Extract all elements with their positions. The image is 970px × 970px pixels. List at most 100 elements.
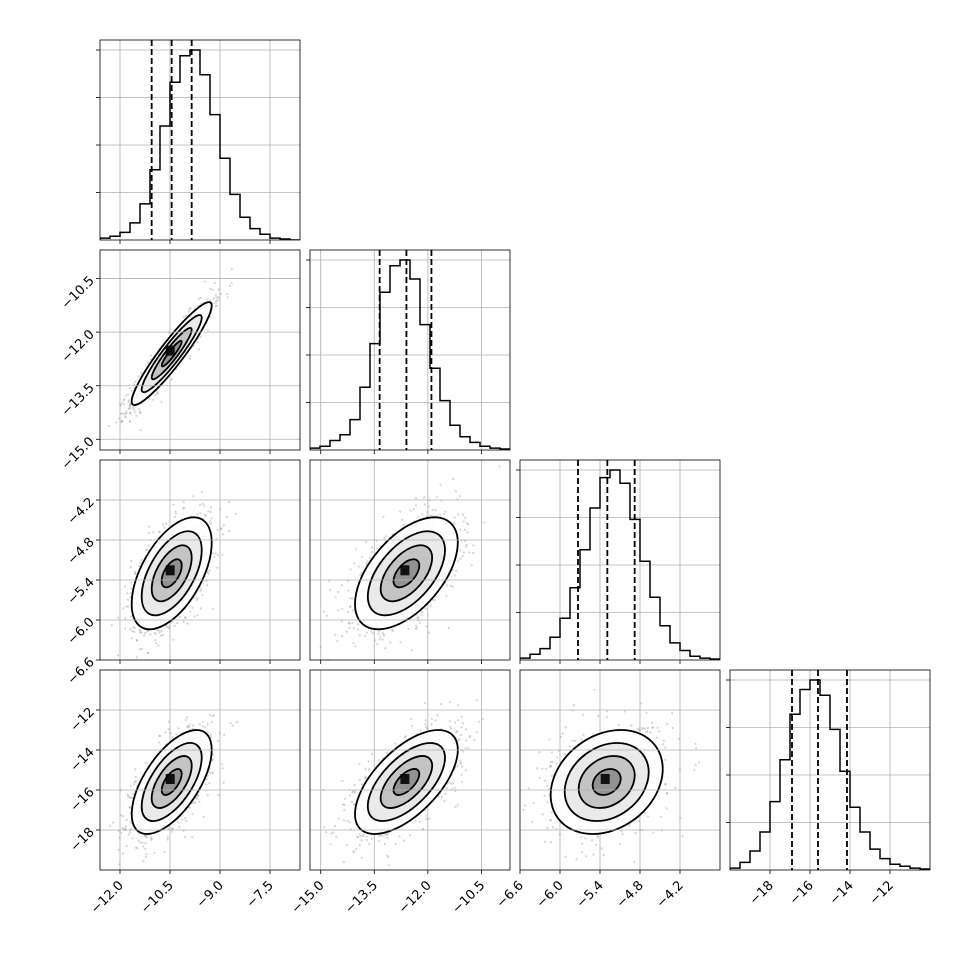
- scatter-point: [206, 584, 209, 587]
- scatter-point: [402, 523, 405, 527]
- scatter-point: [451, 585, 454, 588]
- scatter-point: [329, 588, 332, 592]
- scatter-point: [337, 590, 340, 594]
- scatter-point: [163, 851, 166, 854]
- scatter-point: [319, 645, 322, 648]
- scatter-point: [399, 510, 402, 513]
- scatter-point: [133, 408, 136, 411]
- scatter-point: [124, 825, 127, 828]
- scatter-point: [131, 406, 134, 410]
- scatter-point: [383, 536, 386, 540]
- scatter-point: [124, 627, 127, 630]
- scatter-point: [379, 635, 382, 638]
- scatter-point: [149, 354, 152, 357]
- contour-line: [140, 314, 203, 394]
- scatter-point: [123, 403, 126, 406]
- scatter-point: [130, 637, 134, 640]
- scatter-point: [444, 510, 447, 513]
- scatter-point: [128, 796, 131, 799]
- scatter-point: [133, 630, 136, 634]
- scatter-point: [192, 801, 195, 804]
- scatter-point: [465, 543, 468, 547]
- scatter-point: [115, 421, 118, 424]
- scatter-point: [211, 552, 214, 555]
- scatter-point: [123, 415, 126, 418]
- scatter-point: [459, 549, 462, 552]
- scatter-point: [198, 800, 201, 803]
- scatter-point: [168, 625, 171, 628]
- scatter-point: [218, 297, 221, 300]
- y-tick-label: −18: [68, 825, 98, 855]
- scatter-point: [384, 647, 387, 650]
- scatter-point: [351, 597, 354, 600]
- y-tick-label: −6.0: [65, 615, 98, 648]
- scatter-point: [139, 429, 142, 432]
- scatter-point: [128, 412, 132, 415]
- scatter-point: [357, 565, 360, 568]
- scatter-point: [124, 827, 127, 831]
- scatter-point: [167, 627, 171, 630]
- scatter-point: [421, 611, 424, 614]
- scatter-point: [184, 836, 187, 839]
- scatter-point: [341, 607, 344, 610]
- scatter-point: [371, 632, 374, 635]
- scatter-point: [205, 783, 208, 786]
- scatter-point: [455, 569, 458, 572]
- scatter-point: [145, 853, 148, 856]
- scatter-point: [470, 564, 473, 567]
- scatter-point: [122, 399, 125, 402]
- scatter-point: [208, 782, 211, 785]
- scatter-point: [364, 634, 367, 638]
- scatter-point: [127, 401, 130, 404]
- scatter-point: [364, 775, 367, 779]
- scatter-point: [217, 794, 220, 797]
- scatter-point: [141, 841, 144, 844]
- scatter-point: [353, 803, 356, 806]
- scatter-point: [157, 530, 161, 534]
- scatter-point: [378, 638, 382, 641]
- scatter-point: [155, 392, 158, 395]
- scatter-point: [189, 355, 192, 358]
- scatter-point: [215, 299, 218, 302]
- scatter-point: [389, 641, 392, 644]
- scatter-point: [121, 412, 124, 415]
- scatter-point: [212, 714, 216, 717]
- scatter-point: [221, 763, 224, 766]
- scatter-point: [348, 626, 351, 629]
- scatter-point: [459, 733, 463, 737]
- scatter-point: [137, 375, 140, 378]
- scatter-point: [423, 496, 426, 499]
- scatter-point: [355, 548, 358, 551]
- x-tick-label: −10.5: [138, 878, 177, 917]
- y-tick-label: −5.4: [65, 575, 98, 608]
- scatter-point: [360, 571, 363, 574]
- scatter-point: [127, 399, 130, 402]
- scatter-point: [425, 625, 428, 628]
- contour-line: [130, 729, 213, 835]
- scatter-point: [456, 513, 460, 516]
- scatter-point: [192, 495, 195, 498]
- scatter-point: [121, 401, 124, 405]
- scatter-point: [195, 598, 198, 602]
- scatter-point: [390, 628, 394, 632]
- scatter-point: [144, 632, 147, 635]
- scatter-point: [134, 768, 137, 771]
- scatter-point: [461, 722, 464, 725]
- scatter-point: [370, 837, 373, 841]
- contour-line: [379, 544, 433, 603]
- scatter-point: [139, 410, 142, 414]
- scatter-point: [129, 627, 132, 631]
- scatter-point: [366, 560, 369, 563]
- scatter-point: [129, 821, 132, 824]
- scatter-point: [187, 310, 190, 313]
- scatter-point: [189, 307, 192, 310]
- scatter-point: [160, 401, 163, 404]
- scatter-point: [129, 404, 132, 407]
- scatter-point: [357, 836, 360, 839]
- scatter-point: [377, 839, 381, 843]
- scatter-point: [141, 845, 145, 848]
- scatter-point: [204, 726, 207, 729]
- scatter-point: [159, 634, 162, 637]
- scatter-point: [188, 357, 192, 360]
- scatter-point: [147, 525, 151, 528]
